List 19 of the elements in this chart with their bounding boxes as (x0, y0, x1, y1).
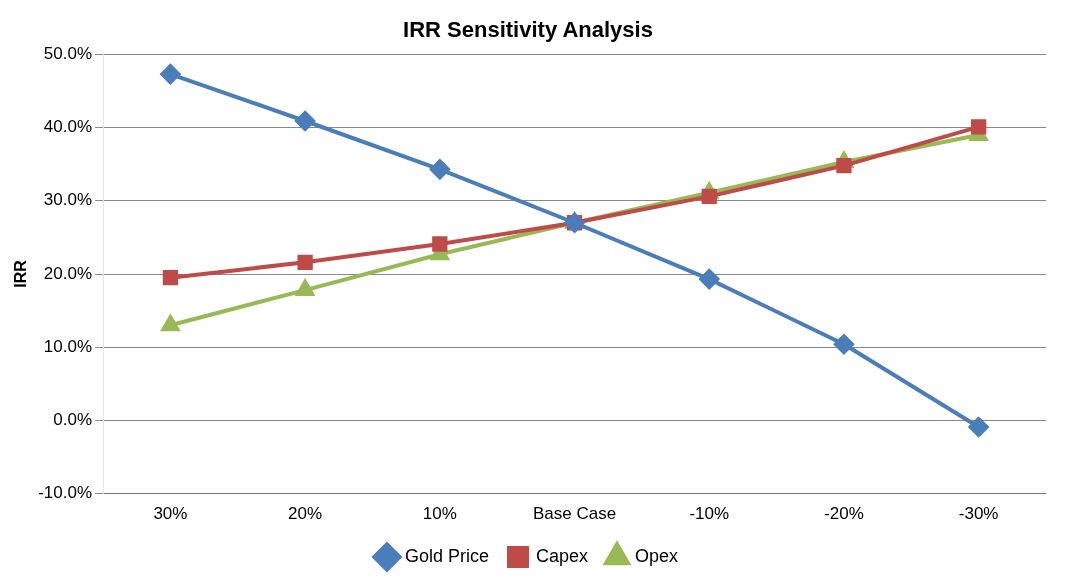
x-tick-label: -10% (689, 504, 730, 524)
y-tick-label: 50.0% (43, 44, 93, 64)
chart-title: IRR Sensitivity Analysis (403, 17, 653, 43)
legend-label: Opex (635, 545, 679, 566)
y-axis-title: IRR (12, 259, 30, 288)
y-tick-label: 10.0% (43, 336, 93, 356)
y-tick-label: 0.0% (53, 410, 93, 430)
x-tick-label: -30% (958, 504, 999, 524)
y-tick-label: 40.0% (43, 117, 93, 137)
x-tick-label: 20% (288, 504, 323, 524)
legend-label: Gold Price (404, 545, 489, 566)
y-tick-label: 20.0% (43, 263, 93, 283)
x-tick-label: -20% (824, 504, 864, 524)
x-tick-label: 30% (153, 504, 188, 524)
y-tick-label: -10.0% (38, 483, 93, 503)
legend-label: Capex (535, 545, 589, 566)
x-tick-label: 10% (422, 504, 457, 524)
y-tick-label: 30.0% (43, 190, 93, 210)
x-tick-label: Base Case (532, 504, 617, 524)
